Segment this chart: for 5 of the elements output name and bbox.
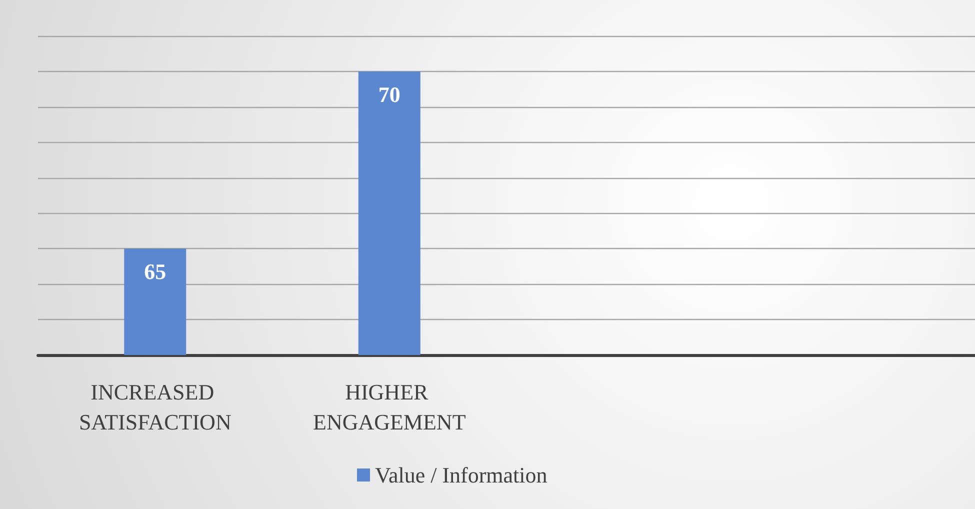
data-label: 65: [144, 259, 166, 284]
x-tick-label: HIGHER ENGAGEMENT: [312, 380, 466, 434]
data-label: 70: [378, 82, 400, 107]
legend-label: Value / Information: [375, 462, 548, 488]
x-tick-label: INCREASED SATISFACTION: [78, 380, 232, 434]
